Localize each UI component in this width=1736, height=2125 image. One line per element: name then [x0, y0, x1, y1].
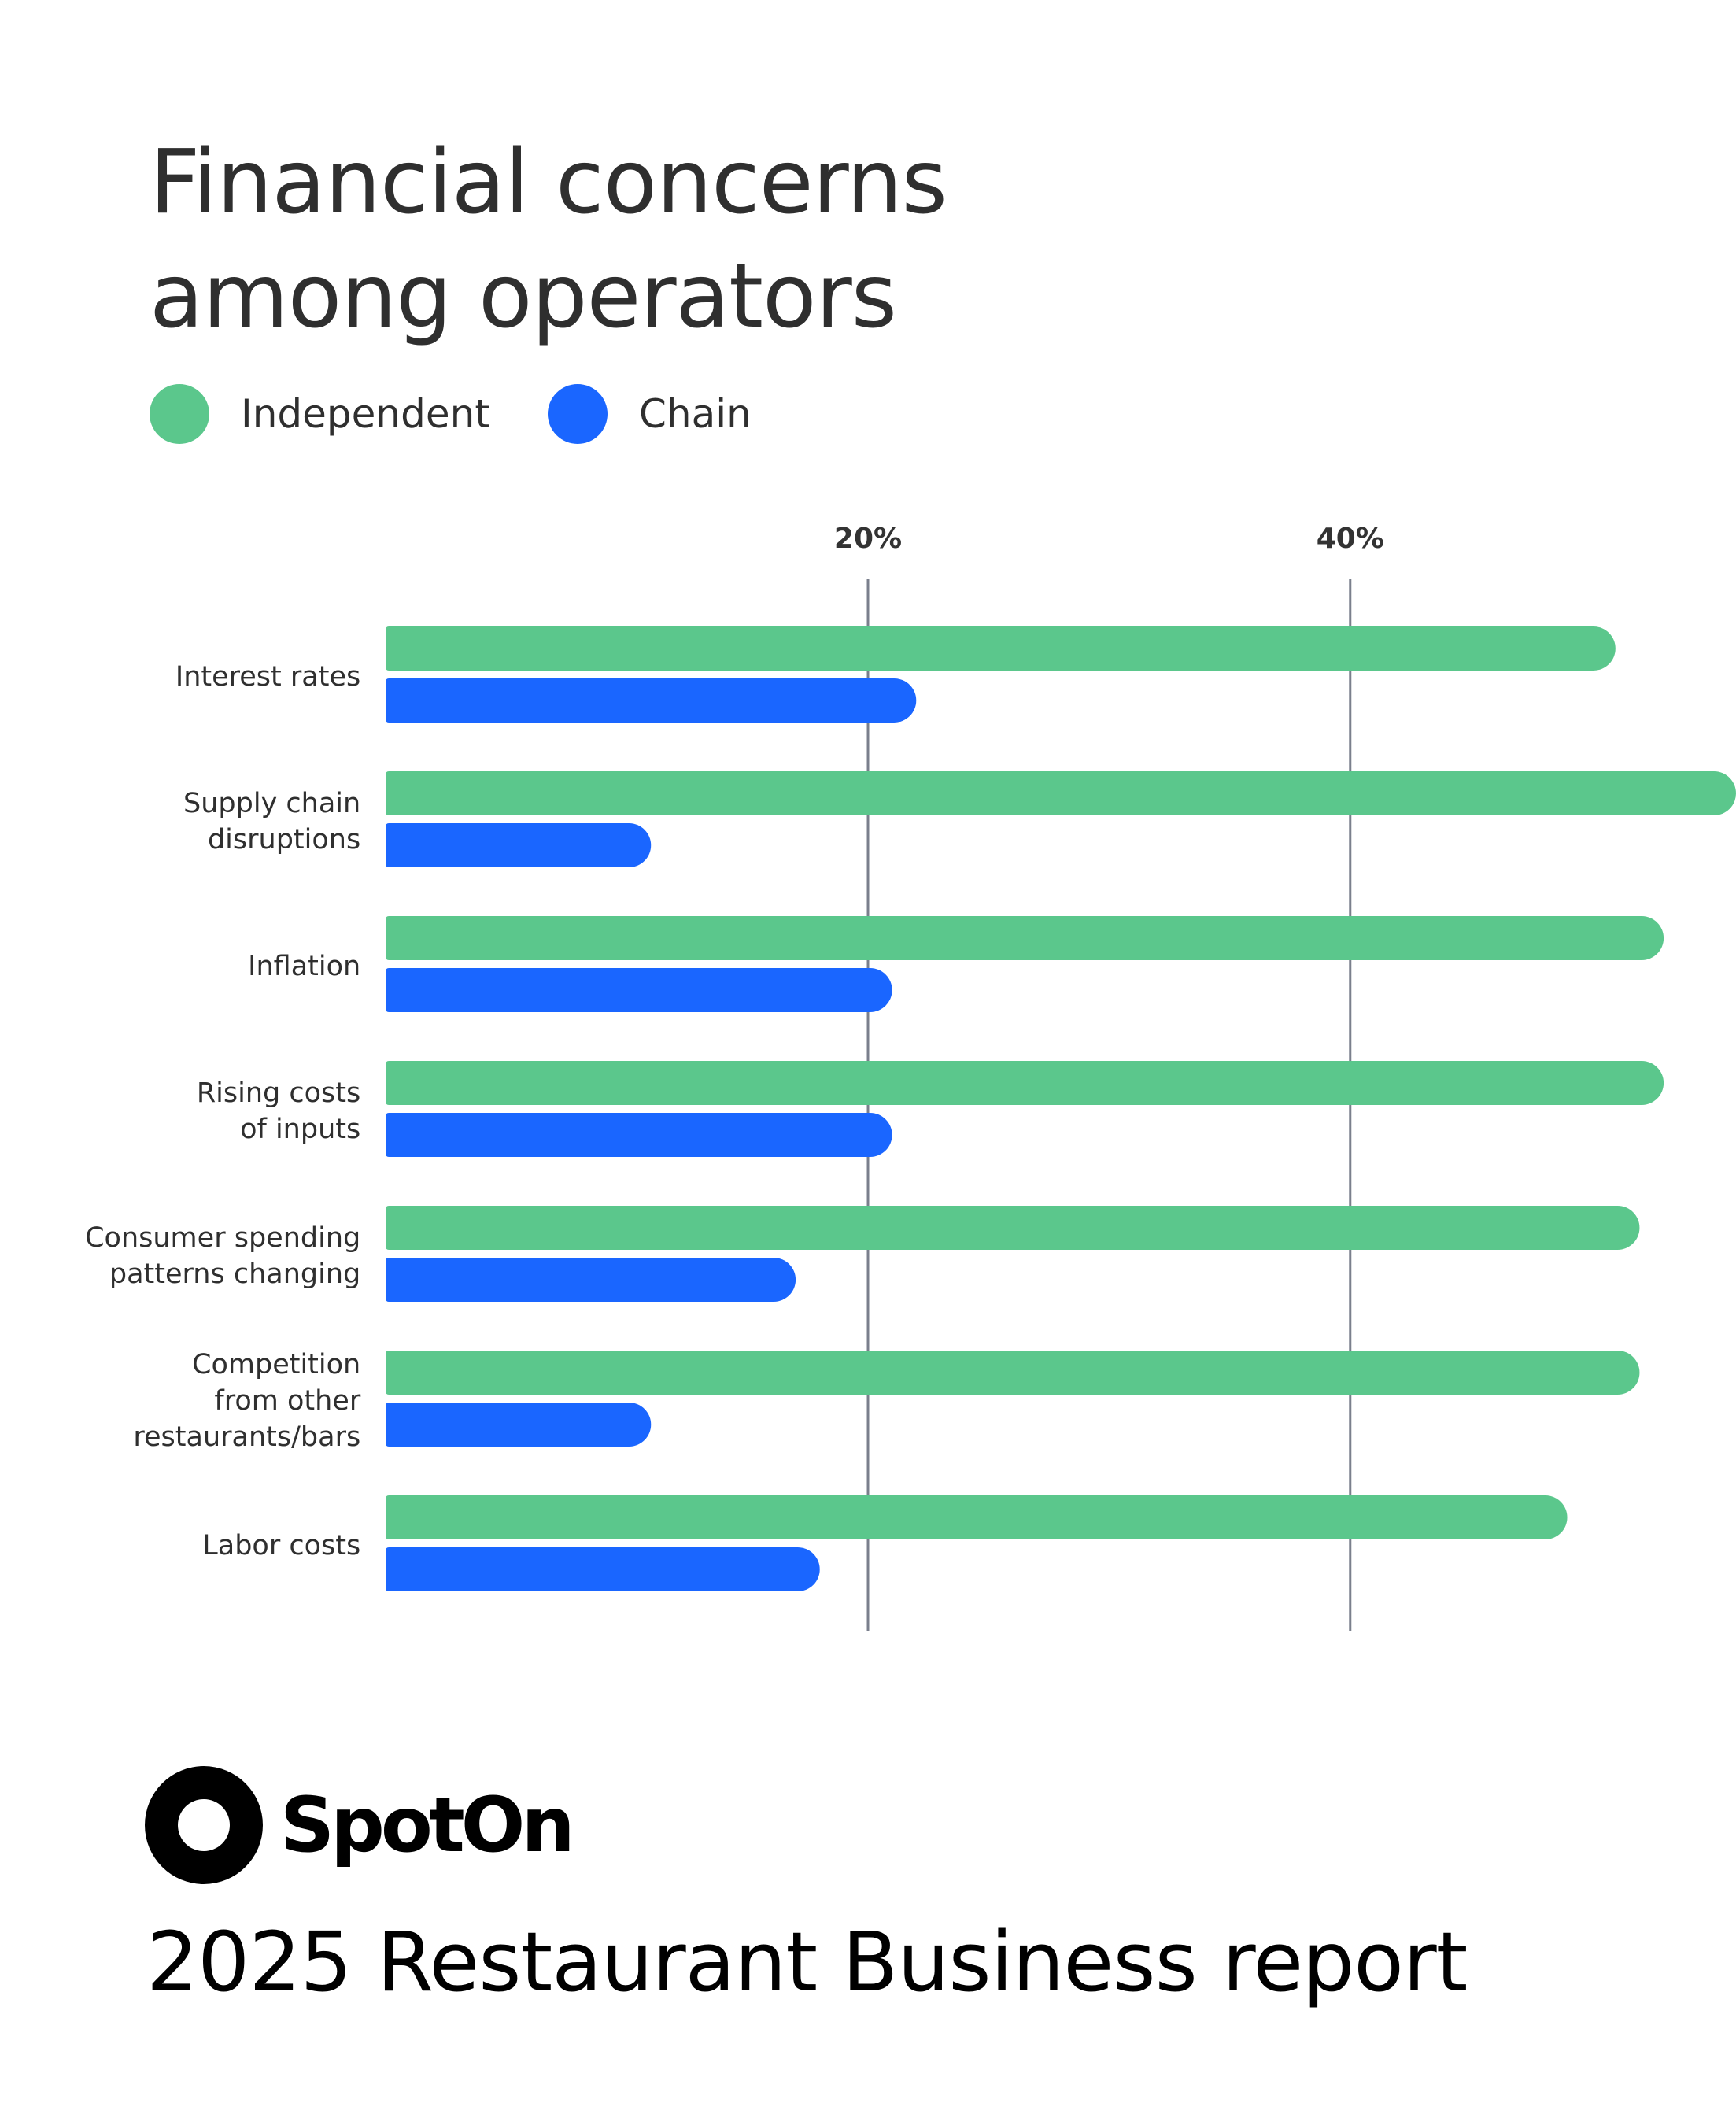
category-label-line: Interest rates	[175, 661, 360, 693]
category-label-3: Rising costs of inputs	[197, 1077, 360, 1145]
category-label-0: Interest rates	[175, 661, 360, 693]
spoton-logo-mark	[145, 1766, 263, 1884]
category-label-line: Competition	[192, 1349, 360, 1380]
category-label-line: restaurants/bars	[133, 1421, 360, 1453]
bar-chain-1	[386, 823, 652, 867]
tick-label-40: 40%	[1317, 523, 1384, 555]
legend-dot-independent	[150, 384, 209, 444]
category-label-6: Labor costs	[202, 1530, 360, 1561]
category-label-2: Inflation	[248, 951, 360, 982]
bar-chart: 20% 40% Interest rates Supply chain disrupti…	[85, 523, 1736, 1631]
bar-independent-5	[386, 1351, 1640, 1395]
category-label-line: Consumer spending	[85, 1222, 360, 1254]
category-label-line: from other	[214, 1385, 360, 1417]
category-label-line: Rising costs	[197, 1077, 360, 1109]
chart-title: Financial concerns among operators	[150, 126, 947, 354]
spoton-wordmark: SpotOn	[280, 1781, 575, 1869]
legend-dot-chain	[548, 384, 608, 444]
bar-independent-2	[386, 916, 1664, 960]
bar-independent-4	[386, 1206, 1640, 1250]
chart-title-line-1: Financial concerns	[150, 131, 947, 234]
legend-item-chain: Chain	[548, 384, 752, 444]
legend-item-independent: Independent	[150, 384, 490, 444]
bar-independent-0	[386, 626, 1616, 671]
bar-independent-3	[386, 1061, 1664, 1105]
category-label-1: Supply chain disruptions	[183, 788, 360, 856]
tick-label-20: 20%	[834, 523, 902, 555]
category-label-line: Labor costs	[202, 1530, 360, 1561]
category-label-line: patterns changing	[109, 1258, 360, 1290]
legend-label-independent: Independent	[241, 391, 490, 437]
bar-chain-4	[386, 1258, 796, 1302]
bar-chain-3	[386, 1113, 892, 1157]
chart-title-line-2: among operators	[150, 246, 897, 348]
category-label-5: Competition from other restaurants/bars	[133, 1349, 360, 1453]
legend-label-chain: Chain	[639, 391, 752, 437]
category-label-line: Inflation	[248, 951, 360, 982]
category-label-line: disruptions	[208, 824, 360, 856]
bar-chain-5	[386, 1402, 652, 1447]
bar-chain-6	[386, 1547, 820, 1591]
report-title: 2025 Restaurant Business report	[146, 1914, 1468, 2010]
category-label-line: of inputs	[240, 1114, 360, 1145]
bar-independent-6	[386, 1495, 1568, 1539]
category-label-line: Supply chain	[183, 788, 360, 819]
spoton-logo: SpotOn	[145, 1766, 575, 1884]
bar-chain-2	[386, 968, 892, 1012]
category-label-4: Consumer spending patterns changing	[85, 1222, 360, 1290]
bar-independent-1	[386, 771, 1736, 815]
bar-chain-0	[386, 678, 917, 722]
